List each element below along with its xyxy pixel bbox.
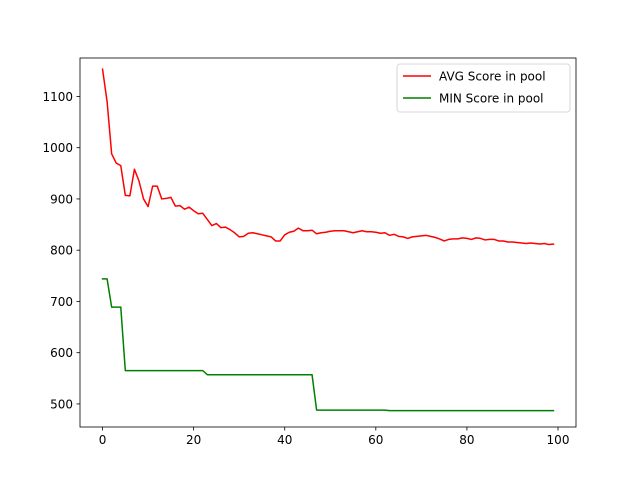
legend-box [396, 63, 571, 113]
legend-label: MIN Score in pool [439, 92, 544, 106]
y-tick-label: 700 [50, 295, 73, 309]
x-tick-label: 100 [547, 433, 570, 447]
axes: 0 20 40 60 80 100 500 600 700 800 900 1000 1100 [42, 57, 577, 447]
legend-label: AVG Score in pool [439, 70, 546, 84]
y-tick-label: 800 [50, 244, 73, 258]
y-tick-label: 500 [50, 397, 73, 411]
series-line-min-score [101, 278, 555, 412]
y-tick-label: 900 [50, 192, 73, 206]
legend: AVG Score in pool MIN Score in pool [396, 63, 571, 113]
plot-frame [79, 57, 577, 428]
series-line-avg-score [101, 68, 555, 246]
x-tick-label: 20 [186, 433, 201, 447]
x-tick-label: 60 [368, 433, 383, 447]
y-tick-label: 1000 [42, 141, 73, 155]
y-tick-label: 600 [50, 346, 73, 360]
y-tick-label: 1100 [42, 90, 73, 104]
x-tick-label: 40 [277, 433, 292, 447]
x-tick-label: 80 [459, 433, 474, 447]
x-tick-label: 0 [99, 433, 107, 447]
